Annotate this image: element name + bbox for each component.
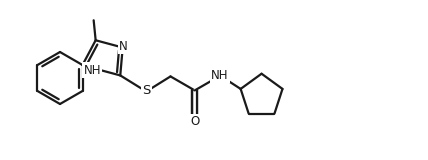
Text: N: N: [119, 40, 128, 53]
Text: O: O: [190, 115, 199, 128]
Text: NH: NH: [211, 69, 229, 82]
Text: S: S: [142, 84, 150, 97]
Text: NH: NH: [83, 64, 101, 77]
